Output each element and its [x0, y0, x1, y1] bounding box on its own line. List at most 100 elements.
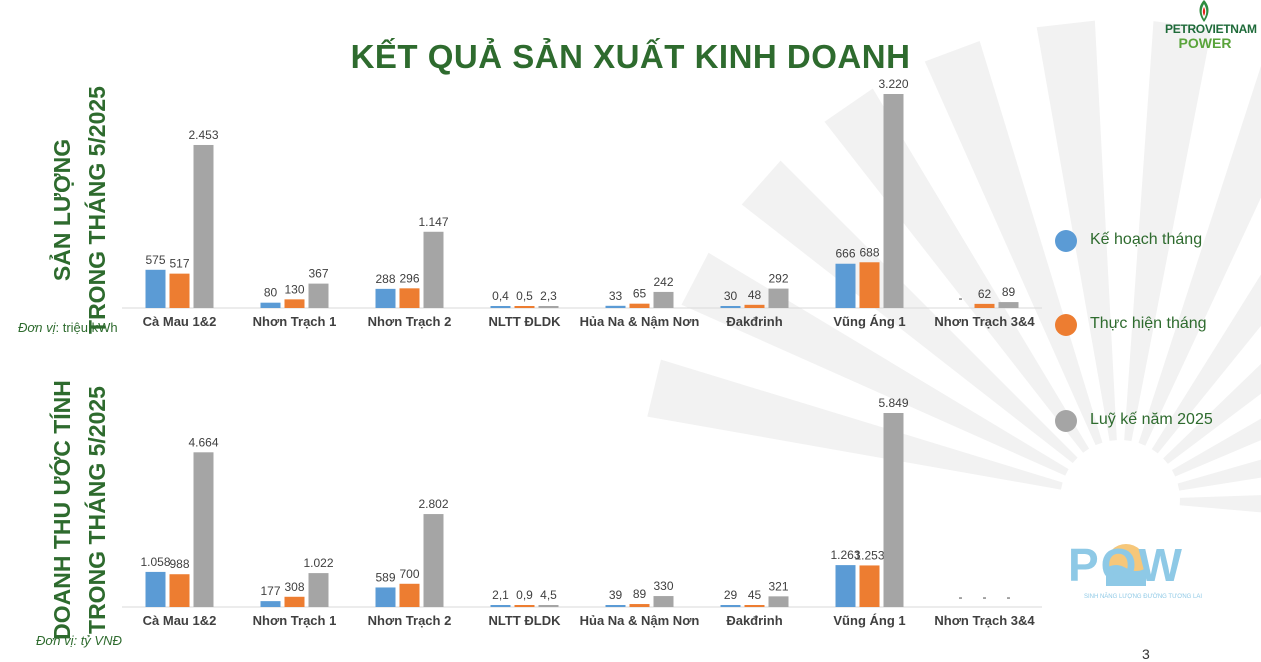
data-label: 688 [859, 245, 879, 259]
bar [399, 288, 420, 308]
bar [538, 605, 559, 607]
data-label: 62 [978, 287, 992, 301]
legend-swatch [1055, 314, 1077, 336]
section1-label-line2: TRONG THÁNG 5/2025 [84, 86, 110, 334]
data-label: 517 [169, 257, 189, 271]
data-label: 1.263 [830, 548, 860, 562]
section1-unit-prefix: Đơn vị [18, 320, 56, 335]
data-label: 0,4 [492, 289, 509, 303]
data-label: 367 [308, 267, 328, 281]
section2-label-line1: DOANH THU ƯỚC TÍNH [49, 380, 75, 640]
section2-side-label: DOANH THU ƯỚC TÍNH TRONG THÁNG 5/2025 [45, 376, 115, 644]
bar [720, 605, 741, 607]
fan-ray [741, 160, 1078, 464]
fan-ray [647, 359, 1063, 490]
bar [423, 231, 444, 308]
data-label: 308 [284, 580, 304, 594]
bar [169, 273, 190, 308]
fan-ray [1163, 363, 1261, 464]
data-label: 321 [768, 579, 788, 593]
bar [169, 574, 190, 607]
bar [375, 288, 396, 308]
bar [605, 305, 626, 308]
logo-line2: POWER [1178, 35, 1232, 51]
legend-label: Kế hoạch tháng [1090, 231, 1203, 248]
data-label: 80 [264, 286, 278, 300]
category-label: Cà Mau 1&2 [143, 613, 217, 628]
bar [653, 596, 674, 607]
data-label: 4.664 [188, 435, 218, 449]
bar [375, 587, 396, 607]
category-label: Nhơn Trạch 1 [253, 613, 337, 628]
data-label: 1.253 [854, 548, 884, 562]
bar [835, 565, 856, 607]
bar [538, 306, 559, 308]
data-label: - [983, 590, 987, 604]
flame-leaf-icon [1199, 0, 1209, 22]
fan-ray [1171, 418, 1261, 477]
data-label: 2.453 [188, 128, 218, 142]
data-label: 89 [633, 587, 647, 601]
data-label: 292 [768, 272, 788, 286]
bar [629, 604, 650, 607]
data-label: 666 [835, 247, 855, 261]
bar [883, 94, 904, 308]
category-label: Đakđrinh [726, 613, 782, 628]
section1-label-line1: SẢN LƯỢNG [49, 138, 75, 282]
data-label: 29 [724, 588, 738, 602]
bar [859, 262, 880, 308]
bar [883, 413, 904, 607]
category-label: Cà Mau 1&2 [143, 314, 217, 329]
data-label: 0,5 [516, 289, 533, 303]
data-label: 0,9 [516, 588, 533, 602]
bar [768, 596, 789, 607]
bar [629, 303, 650, 308]
data-label: 589 [375, 570, 395, 584]
fan-ray [1179, 495, 1261, 513]
data-label: 1.022 [303, 556, 333, 570]
section1-side-label: SẢN LƯỢNG TRONG THÁNG 5/2025 [45, 85, 115, 335]
bar [768, 288, 789, 308]
section1-unit-suffix: : triệu kWh [55, 320, 118, 335]
data-label: - [959, 590, 963, 604]
category-label: Vũng Áng 1 [833, 314, 905, 329]
bar [998, 302, 1019, 308]
bar [284, 596, 305, 607]
legend-swatch [1055, 230, 1077, 252]
category-label: Hủa Na & Nậm Nơn [580, 314, 700, 329]
bar [284, 299, 305, 308]
data-label: 177 [260, 584, 280, 598]
legend-label: Thực hiện tháng [1090, 315, 1207, 332]
data-label: 5.849 [878, 396, 908, 410]
bar [308, 573, 329, 607]
section2-label-line2: TRONG THÁNG 5/2025 [84, 386, 110, 634]
data-label: 242 [653, 275, 673, 289]
bar [308, 283, 329, 308]
category-label: Hủa Na & Nậm Nơn [580, 613, 700, 628]
logo-line1: PETROVIETNAM [1165, 22, 1257, 36]
data-label: 65 [633, 287, 647, 301]
bar [514, 306, 535, 308]
fan-ray [924, 40, 1103, 446]
section2-unit-text: Đơn vị: tỷ VNĐ [36, 633, 122, 648]
data-label: 130 [284, 282, 304, 296]
category-label: Nhơn Trạch 2 [368, 613, 452, 628]
data-label: 45 [748, 588, 762, 602]
bar [490, 605, 511, 607]
legend-label: Luỹ kế năm 2025 [1090, 411, 1213, 428]
fan-ray [1124, 21, 1212, 442]
data-label: 89 [1002, 285, 1016, 299]
data-label: 2.802 [418, 497, 448, 511]
bar [399, 583, 420, 607]
data-label: - [1007, 590, 1011, 604]
category-label: Đakđrinh [726, 314, 782, 329]
section1-unit: Đơn vị: triệu kWh [18, 320, 118, 335]
bar [145, 269, 166, 308]
bar [260, 601, 281, 607]
data-label: 30 [724, 289, 738, 303]
bar [193, 452, 214, 607]
data-label: 3.220 [878, 77, 908, 91]
bar [605, 605, 626, 607]
page-number: 3 [1142, 646, 1150, 662]
